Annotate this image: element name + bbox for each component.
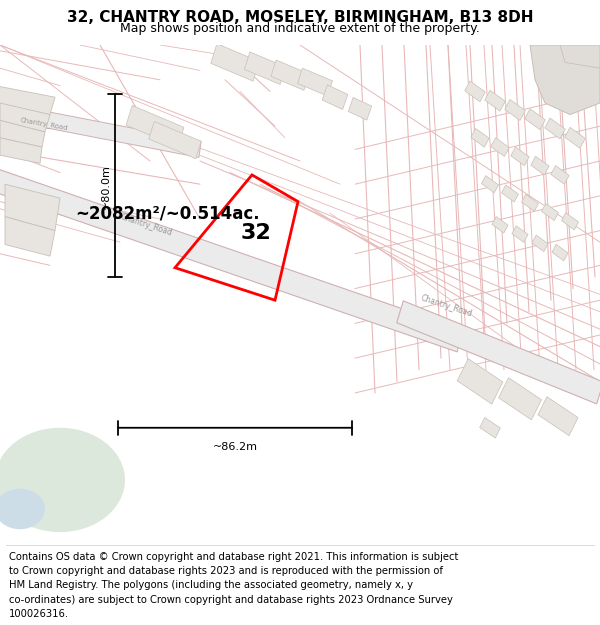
Polygon shape bbox=[521, 194, 538, 211]
Polygon shape bbox=[348, 98, 372, 120]
Polygon shape bbox=[0, 103, 50, 132]
Polygon shape bbox=[471, 129, 489, 147]
Polygon shape bbox=[502, 185, 518, 202]
Polygon shape bbox=[244, 52, 286, 84]
Text: HM Land Registry. The polygons (including the associated geometry, namely x, y: HM Land Registry. The polygons (includin… bbox=[9, 580, 413, 590]
Polygon shape bbox=[531, 156, 549, 175]
Polygon shape bbox=[512, 226, 528, 242]
Polygon shape bbox=[0, 138, 42, 163]
Polygon shape bbox=[211, 44, 259, 81]
Polygon shape bbox=[530, 45, 600, 114]
Polygon shape bbox=[551, 166, 569, 184]
Polygon shape bbox=[505, 99, 525, 121]
Polygon shape bbox=[552, 244, 568, 261]
Polygon shape bbox=[397, 301, 600, 404]
Text: 32, CHANTRY ROAD, MOSELEY, BIRMINGHAM, B13 8DH: 32, CHANTRY ROAD, MOSELEY, BIRMINGHAM, B… bbox=[67, 10, 533, 25]
Text: Map shows position and indicative extent of the property.: Map shows position and indicative extent… bbox=[120, 22, 480, 35]
Text: Chantry_Road: Chantry_Road bbox=[20, 116, 69, 131]
Polygon shape bbox=[532, 235, 548, 252]
Polygon shape bbox=[492, 216, 508, 233]
Text: Chantry_Road: Chantry_Road bbox=[120, 213, 174, 238]
Polygon shape bbox=[525, 109, 545, 129]
Polygon shape bbox=[480, 418, 500, 438]
Polygon shape bbox=[565, 127, 585, 148]
Polygon shape bbox=[538, 397, 578, 436]
Text: to Crown copyright and database rights 2023 and is reproduced with the permissio: to Crown copyright and database rights 2… bbox=[9, 566, 443, 576]
Text: Contains OS data © Crown copyright and database right 2021. This information is : Contains OS data © Crown copyright and d… bbox=[9, 552, 458, 562]
Polygon shape bbox=[491, 138, 509, 156]
Polygon shape bbox=[560, 45, 600, 68]
Polygon shape bbox=[126, 106, 184, 147]
Text: 32: 32 bbox=[241, 223, 271, 243]
Text: ~2082m²/~0.514ac.: ~2082m²/~0.514ac. bbox=[75, 204, 260, 222]
Text: Chantry_Road: Chantry_Road bbox=[420, 293, 474, 319]
Polygon shape bbox=[511, 147, 529, 166]
Text: ~86.2m: ~86.2m bbox=[212, 442, 257, 452]
Polygon shape bbox=[482, 176, 499, 192]
Polygon shape bbox=[149, 121, 201, 159]
Text: ~80.0m: ~80.0m bbox=[101, 164, 111, 209]
Polygon shape bbox=[499, 378, 541, 420]
Polygon shape bbox=[0, 101, 201, 158]
Polygon shape bbox=[5, 217, 55, 256]
Polygon shape bbox=[0, 168, 463, 352]
Polygon shape bbox=[0, 86, 55, 114]
Polygon shape bbox=[0, 121, 45, 147]
Polygon shape bbox=[322, 85, 348, 109]
Polygon shape bbox=[542, 204, 559, 221]
Text: co-ordinates) are subject to Crown copyright and database rights 2023 Ordnance S: co-ordinates) are subject to Crown copyr… bbox=[9, 594, 453, 604]
Polygon shape bbox=[485, 90, 505, 111]
Polygon shape bbox=[562, 213, 578, 230]
Polygon shape bbox=[298, 68, 332, 96]
Polygon shape bbox=[465, 81, 485, 102]
Polygon shape bbox=[457, 359, 503, 404]
Text: 100026316.: 100026316. bbox=[9, 609, 69, 619]
Polygon shape bbox=[271, 60, 309, 90]
Polygon shape bbox=[5, 184, 60, 231]
Ellipse shape bbox=[0, 489, 45, 529]
Polygon shape bbox=[545, 118, 565, 139]
Ellipse shape bbox=[0, 428, 125, 532]
